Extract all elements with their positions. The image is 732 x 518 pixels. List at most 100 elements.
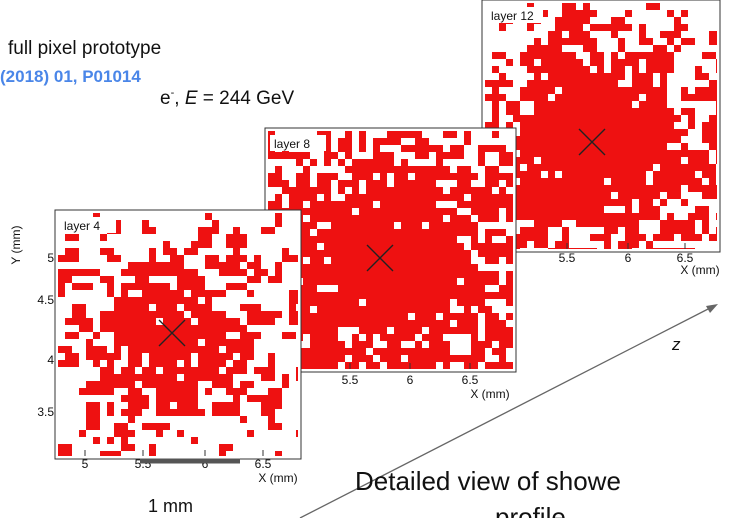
pixel-hit <box>128 311 135 318</box>
y-tick-label: 4 <box>47 353 54 367</box>
pixel-hit <box>478 250 485 257</box>
pixel-hit <box>450 355 457 362</box>
pixel-hit <box>226 367 240 374</box>
pixel-hit <box>478 292 492 299</box>
x-tick-label: 6 <box>407 373 414 387</box>
pixel-hit <box>212 402 226 409</box>
pixel-hit <box>499 362 506 369</box>
pixel-hit <box>450 243 457 257</box>
pixel-hit <box>583 220 590 227</box>
pixel-hit <box>184 332 191 339</box>
pixel-hit <box>632 52 639 59</box>
pixel-hit <box>191 395 198 402</box>
pixel-hit <box>632 220 639 227</box>
y-tick-label: 3.5 <box>37 405 54 419</box>
pixel-hit <box>555 164 562 171</box>
pixel-hit <box>219 311 226 318</box>
pixel-hit <box>366 236 373 243</box>
pixel-hit <box>261 311 275 318</box>
pixel-hit <box>303 180 310 187</box>
pixel-hit <box>317 173 324 180</box>
pixel-hit <box>632 122 639 129</box>
pixel-hit <box>107 402 114 416</box>
pixel-hit <box>429 257 436 264</box>
pixel-hit <box>555 115 562 122</box>
pixel-hit <box>149 332 156 339</box>
pixel-hit <box>324 194 331 201</box>
pixel-hit <box>275 180 289 187</box>
pixel-hit <box>415 355 422 369</box>
pixel-hit <box>177 430 184 437</box>
pixel-hit <box>646 87 660 94</box>
pixel-hit <box>415 187 422 194</box>
pixel-hit <box>345 201 352 208</box>
slide: full pixel prototype (2018) 01, P01014 e… <box>0 0 732 518</box>
pixel-hit <box>345 131 352 138</box>
pixel-hit <box>107 360 114 367</box>
pixel-hit <box>534 38 541 45</box>
pixel-hit <box>240 353 247 360</box>
pixel-hit <box>401 194 408 201</box>
pixel-hit <box>212 325 226 332</box>
x-axis-label: X (mm) <box>470 387 509 401</box>
pixel-hit <box>79 388 93 395</box>
pixel-hit <box>212 290 226 297</box>
pixel-hit <box>583 38 597 52</box>
pixel-hit <box>576 31 583 38</box>
pixel-hit <box>646 94 653 101</box>
pixel-hit <box>695 94 702 101</box>
pixel-hit <box>359 243 366 250</box>
pixel-hit <box>555 136 562 143</box>
pixel-hit <box>457 201 471 208</box>
pixel-hit <box>65 360 79 367</box>
pixel-hit <box>520 157 527 164</box>
pixel-hit <box>464 320 478 327</box>
pixel-hit <box>681 234 695 241</box>
pixel-hit <box>422 257 429 264</box>
pixel-hit <box>688 115 695 129</box>
pixel-hit <box>492 94 499 101</box>
pixel-hit <box>310 215 317 222</box>
pixel-hit <box>506 243 513 250</box>
pixel-hit <box>233 227 240 234</box>
pixel-hit <box>289 297 296 304</box>
pixel-hit <box>597 101 604 108</box>
pixel-hit <box>429 229 443 236</box>
pixel-hit <box>324 327 331 334</box>
pixel-hit <box>436 341 450 348</box>
pixel-hit <box>646 185 653 192</box>
pixel-hit <box>555 66 562 73</box>
pixel-hit <box>674 178 681 185</box>
pixel-hit <box>443 264 450 271</box>
pixel-hit <box>499 334 506 348</box>
pixel-hit <box>149 367 156 374</box>
pixel-hit <box>233 360 240 367</box>
pixel-hit <box>177 409 191 416</box>
pixel-hit <box>527 87 541 94</box>
pixel-hit <box>93 353 100 367</box>
pixel-hit <box>618 171 625 178</box>
pixel-hit <box>184 318 191 325</box>
pixel-hit <box>128 430 135 437</box>
pixel-hit <box>660 31 667 38</box>
pixel-hit <box>191 297 198 304</box>
pixel-hit <box>436 327 443 334</box>
caption-line: Detailed view of showe <box>355 466 621 496</box>
pixel-hit <box>646 108 653 122</box>
pixel-hit <box>492 292 499 299</box>
pixel-hit <box>695 150 702 157</box>
pixel-hit <box>415 236 422 243</box>
pixel-hit <box>338 341 345 348</box>
pixel-hit <box>450 208 457 215</box>
pixel-hit <box>590 122 597 129</box>
pixel-hit <box>149 248 156 262</box>
pixel-hit <box>338 292 345 299</box>
pixel-hit <box>548 143 555 150</box>
pixel-hit <box>240 360 247 374</box>
pixel-hit <box>541 108 548 115</box>
pixel-hit <box>674 129 681 143</box>
pixel-hit <box>331 236 338 243</box>
pixel-hit <box>562 136 569 143</box>
pixel-hit <box>324 362 338 369</box>
pixel-hit <box>142 262 149 269</box>
